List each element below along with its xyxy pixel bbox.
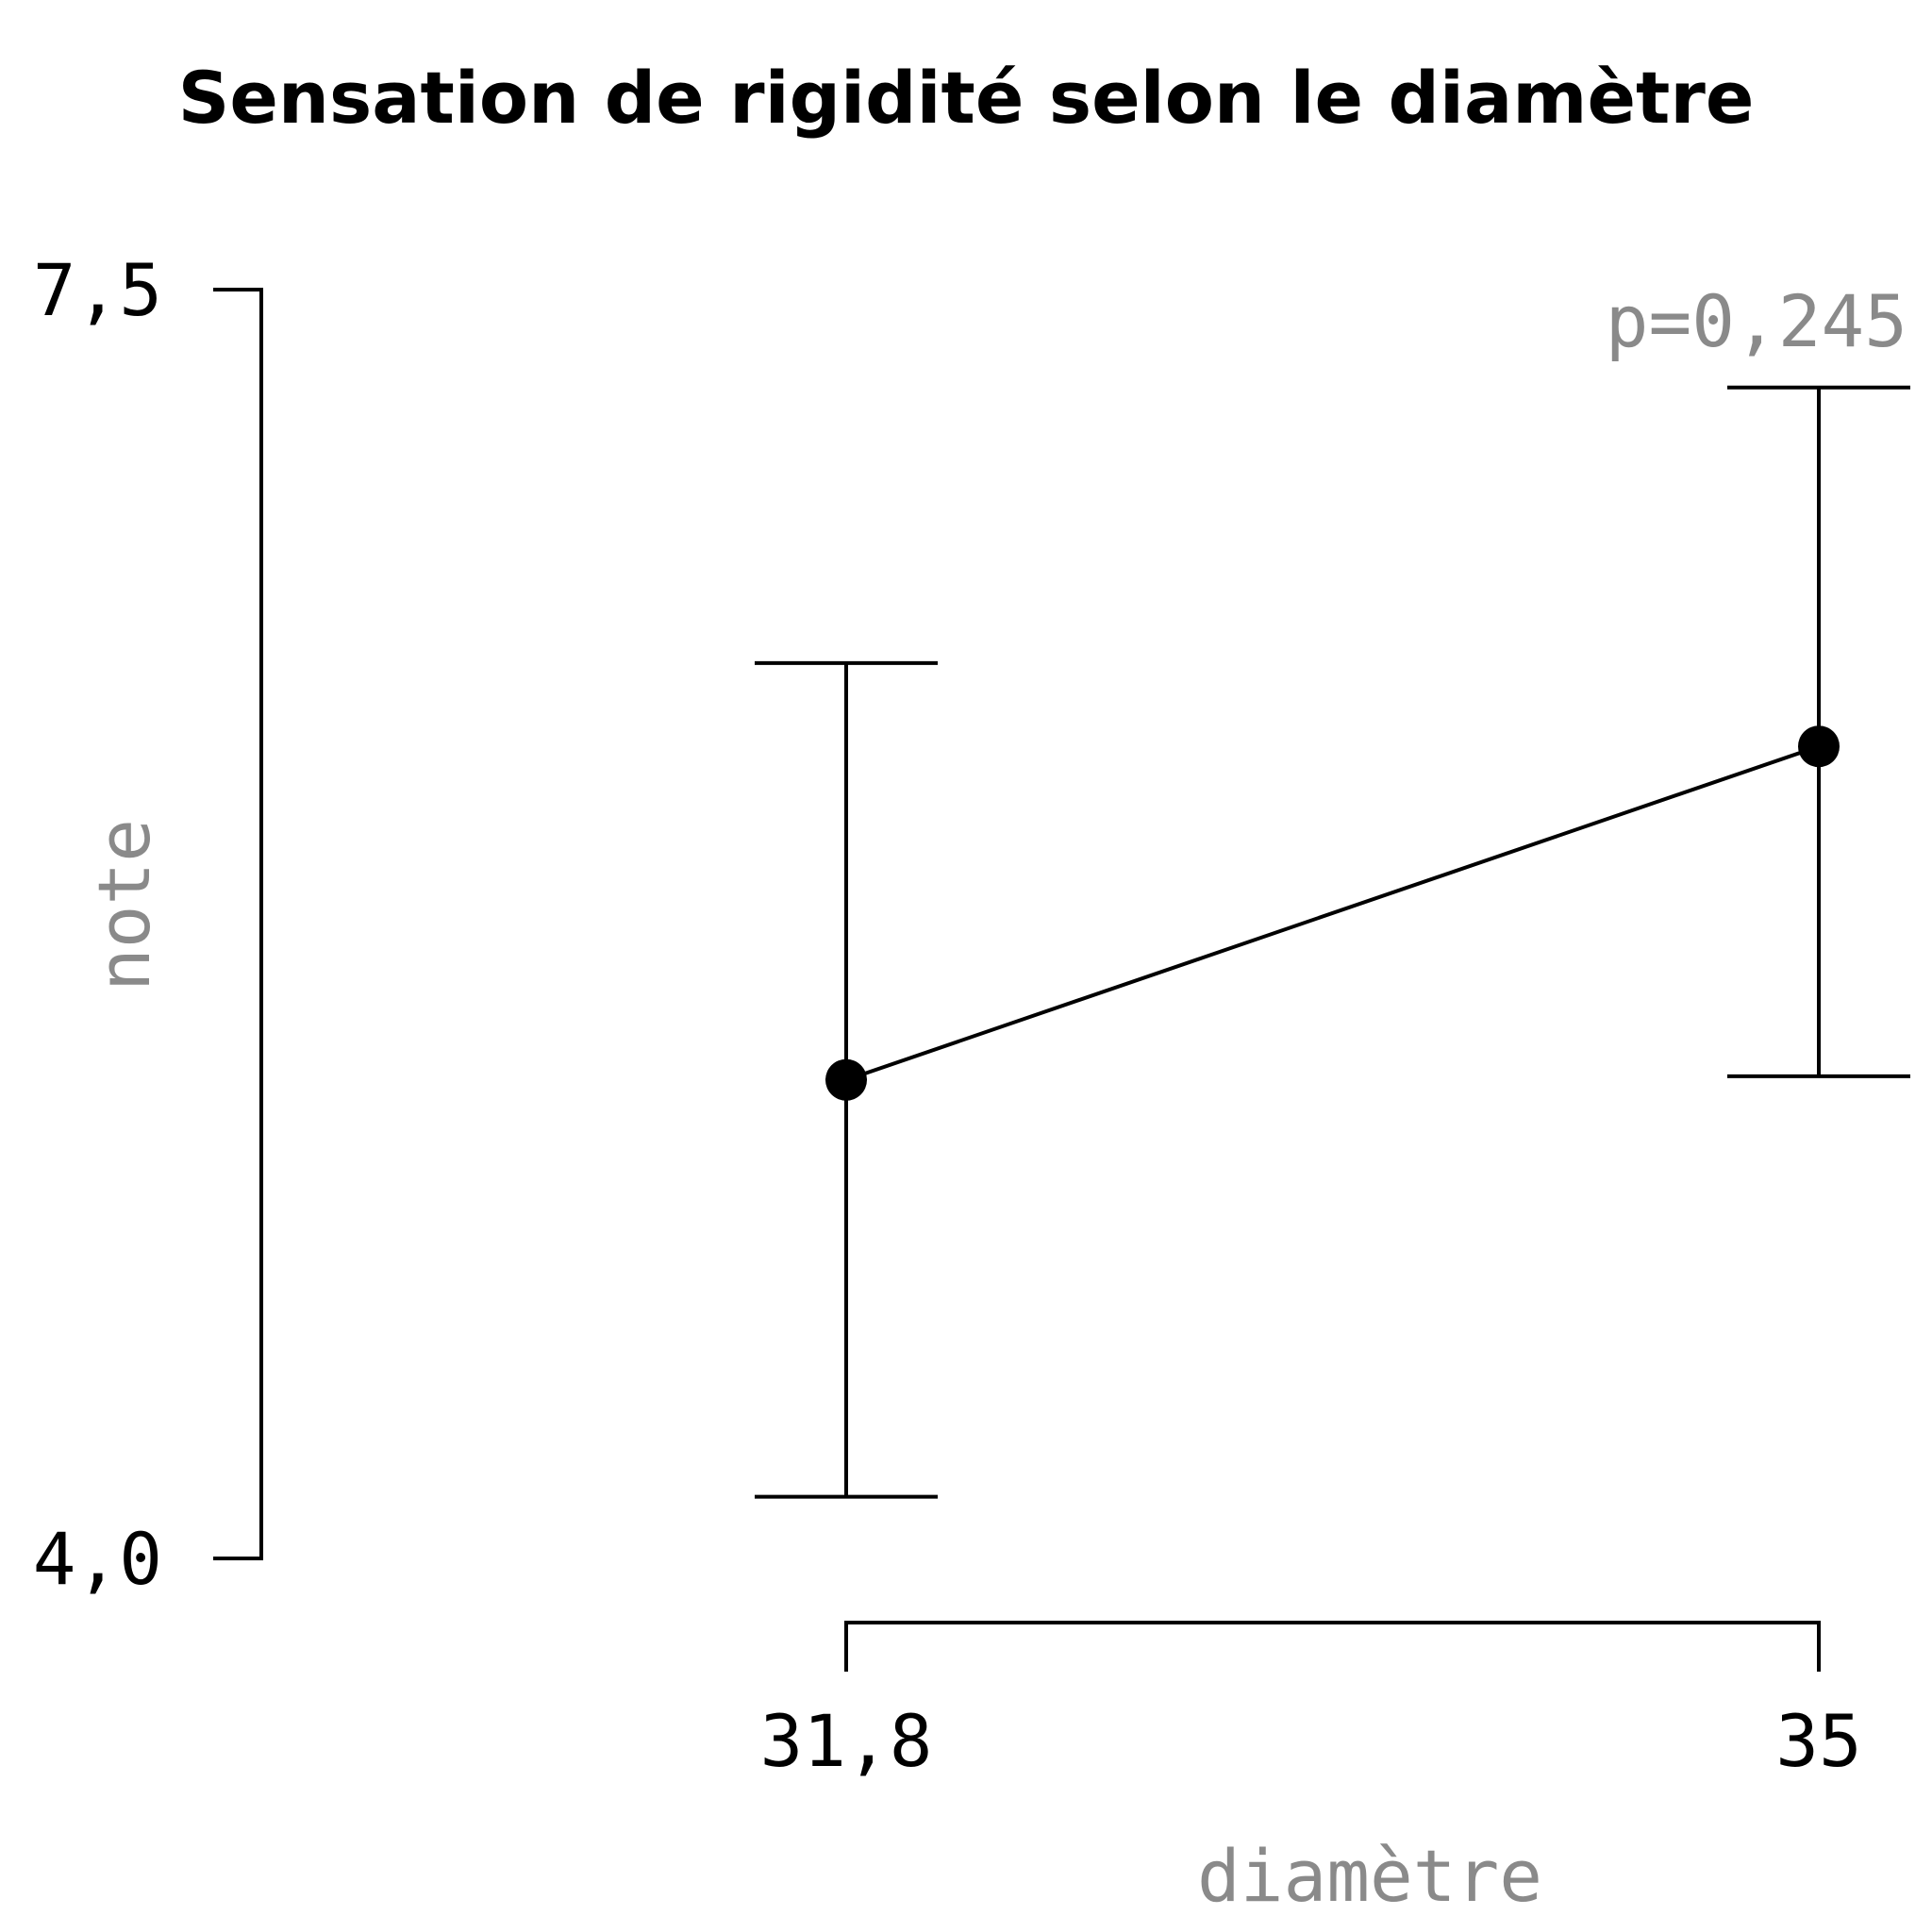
x-axis-label: diamètre — [1197, 1834, 1542, 1918]
y-axis-label: note — [82, 819, 166, 991]
chart-title: Sensation de rigidité selon le diamètre — [178, 56, 1755, 140]
y-tick-label-min: 4,0 — [33, 1517, 162, 1601]
data-marks — [755, 385, 1910, 1499]
x-tick-label-31-8: 31,8 — [759, 1699, 932, 1783]
y-axis — [213, 288, 263, 1560]
data-point-0 — [825, 1058, 867, 1101]
x-tick-label-35: 35 — [1775, 1699, 1862, 1783]
p-value-annotation: p=0,245 — [1606, 279, 1907, 363]
y-tick-label-max: 7,5 — [33, 248, 162, 332]
x-axis — [844, 1621, 1821, 1672]
data-point-1 — [1798, 725, 1840, 768]
series-line — [845, 744, 1820, 1082]
